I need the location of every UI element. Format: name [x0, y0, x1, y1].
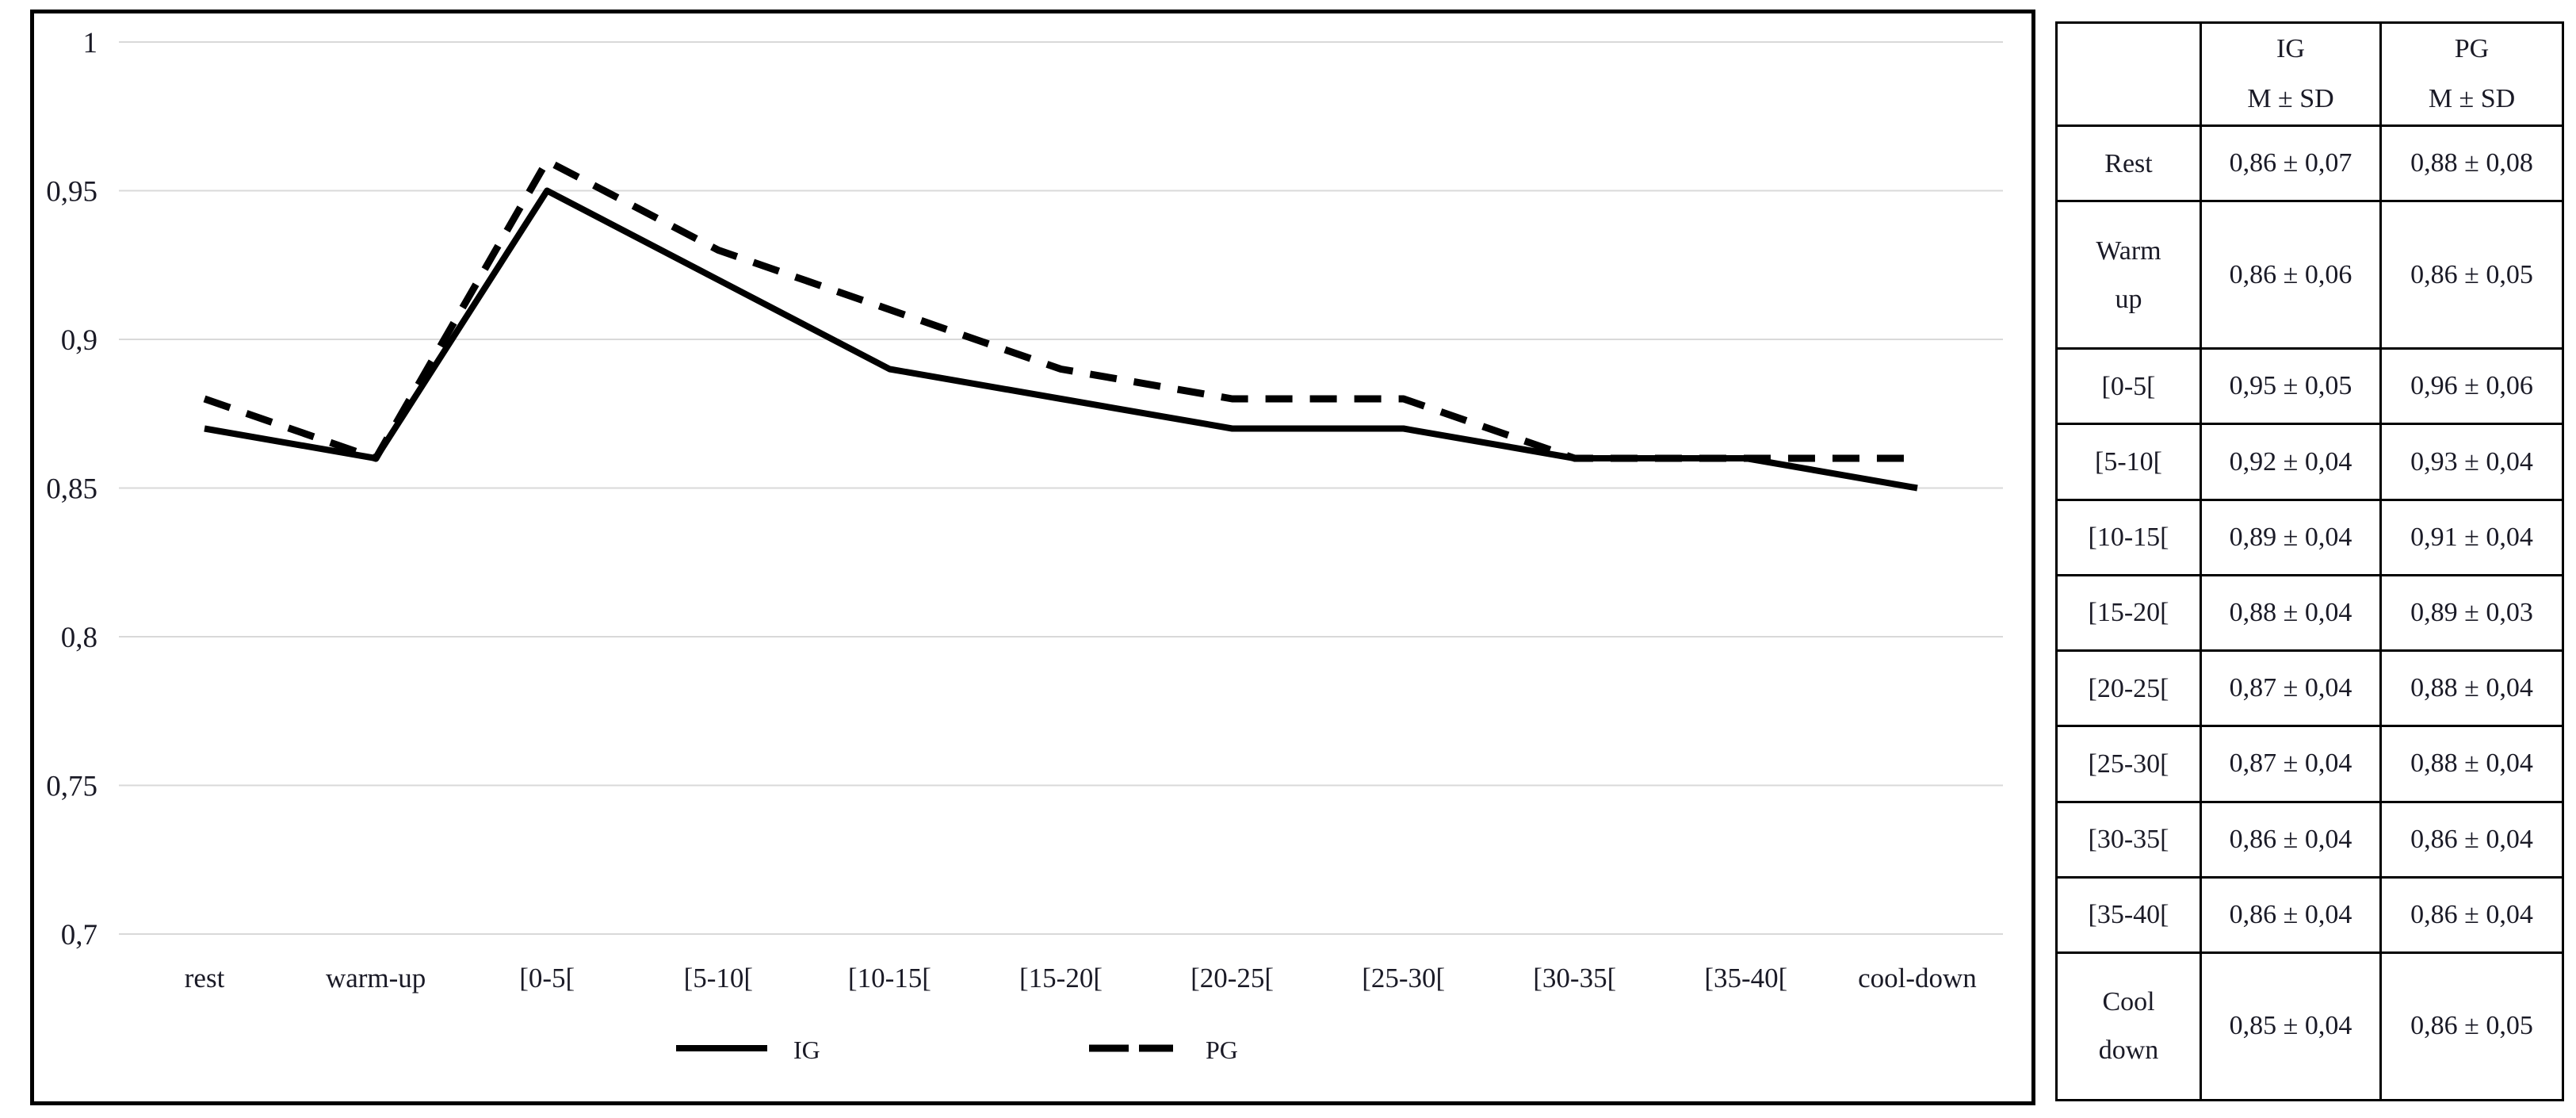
pg-value: 0,93 ± 0,04 — [2379, 423, 2564, 501]
table-row: [20-25[0,87 ± 0,04 0,88 ± 0,04 — [2055, 649, 2564, 728]
ig-value: 0,86 ± 0,04 — [2200, 800, 2382, 879]
pg-value: 0,88 ± 0,04 — [2379, 649, 2564, 728]
pg-value: 0,88 ± 0,04 — [2379, 725, 2564, 803]
row-label: [20-25[ — [2055, 649, 2202, 728]
x-tick-label: [5-10[ — [684, 963, 753, 994]
ig-value: 0,86 ± 0,06 — [2200, 200, 2382, 350]
ig-value: 0,95 ± 0,05 — [2200, 347, 2382, 426]
table-row: [35-40[0,86 ± 0,04 0,86 ± 0,04 — [2055, 875, 2564, 954]
ig-header-stat: M ± SD — [2247, 83, 2334, 113]
ig-value: 0,89 ± 0,04 — [2200, 498, 2382, 576]
results-table-panel: IG M ± SD PG M ± SD Rest 0,86 ± 0,07 0,88 … — [2055, 21, 2564, 1102]
table-row: [10-15[0,89 ± 0,04 0,91 ± 0,04 — [2055, 498, 2564, 576]
ig-value: 0,85 ± 0,04 — [2200, 951, 2382, 1102]
x-tick-label: [30-35[ — [1533, 963, 1616, 994]
x-tick-label: warm-up — [326, 963, 426, 994]
pg-header-group: PG — [2454, 33, 2490, 63]
row-label: [10-15[ — [2055, 498, 2202, 576]
ig-value: 0,92 ± 0,04 — [2200, 423, 2382, 501]
pg-value: 0,88 ± 0,08 — [2379, 124, 2564, 203]
ig-value: 0,86 ± 0,07 — [2200, 124, 2382, 203]
ig-header-group: IG — [2276, 33, 2305, 63]
x-tick-label: [35-40[ — [1704, 963, 1787, 994]
y-tick-label: 0,95 — [46, 176, 97, 209]
ig-value: 0,88 ± 0,04 — [2200, 573, 2382, 653]
y-tick-label: 1 — [83, 27, 98, 59]
pg-value: 0,96 ± 0,06 — [2379, 347, 2564, 426]
table-header-row: IG M ± SD PG M ± SD — [2055, 21, 2564, 127]
series-line-PG — [203, 157, 1917, 462]
pg-value: 0,86 ± 0,05 — [2379, 200, 2564, 350]
ig-value: 0,87 ± 0,04 — [2200, 725, 2382, 803]
pg-value: 0,91 ± 0,04 — [2379, 498, 2564, 576]
y-tick-label: 0,9 — [61, 324, 97, 357]
x-tick-label: [0-5[ — [519, 963, 575, 994]
table-row: [30-35[0,86 ± 0,04 0,86 ± 0,04 — [2055, 800, 2564, 879]
y-tick-label: 0,8 — [61, 622, 97, 654]
y-tick-label: 0,75 — [46, 771, 97, 803]
table-row: [0-5[0,95 ± 0,05 0,96 ± 0,06 — [2055, 347, 2564, 426]
table-body: Rest 0,86 ± 0,07 0,88 ± 0,08 Warm up 0,86 ± … — [2055, 124, 2564, 1102]
pg-column-header: PG M ± SD — [2379, 21, 2564, 127]
ig-value: 0,86 ± 0,04 — [2200, 875, 2382, 954]
pg-value: 0,86 ± 0,04 — [2379, 800, 2564, 879]
row-label: [30-35[ — [2055, 800, 2202, 879]
table-row: [5-10[0,92 ± 0,04 0,93 ± 0,04 — [2055, 423, 2564, 501]
x-tick-label: rest — [185, 963, 225, 994]
ig-value: 0,87 ± 0,04 — [2200, 649, 2382, 728]
x-tick-label: cool-down — [1858, 963, 1977, 994]
row-label: Warm up — [2055, 200, 2202, 350]
corner-header-cell — [2055, 21, 2202, 127]
results-table: IG M ± SD PG M ± SD Rest 0,86 ± 0,07 0,88 … — [2055, 21, 2564, 1102]
row-label: [35-40[ — [2055, 875, 2202, 954]
table-row: Cool down 0,85 ± 0,04 0,86 ± 0,05 — [2055, 951, 2564, 1102]
line-chart-panel: 1 0,95 0,9 0,85 0,8 0,75 0,7 rest warm-up [0-5[ [5… — [30, 10, 2035, 1105]
x-tick-label: [10-15[ — [848, 963, 931, 994]
x-tick-label: [15-20[ — [1019, 963, 1103, 994]
row-label: [0-5[ — [2055, 347, 2202, 426]
pg-value: 0,86 ± 0,05 — [2379, 951, 2564, 1102]
legend-label-PG: PG — [1206, 1036, 1238, 1064]
pg-value: 0,89 ± 0,03 — [2379, 573, 2564, 653]
legend-label-IG: IG — [793, 1036, 820, 1064]
y-tick-label: 0,7 — [61, 919, 97, 951]
table-row: Rest 0,86 ± 0,07 0,88 ± 0,08 — [2055, 124, 2564, 203]
row-label: [15-20[ — [2055, 573, 2202, 653]
table-row: [15-20[0,88 ± 0,04 0,89 ± 0,03 — [2055, 573, 2564, 653]
row-label: Rest — [2055, 124, 2202, 203]
row-label: [25-30[ — [2055, 725, 2202, 803]
ig-column-header: IG M ± SD — [2200, 21, 2382, 127]
row-label: Cool down — [2055, 951, 2202, 1102]
x-tick-label: [20-25[ — [1191, 963, 1274, 994]
table-row: [25-30[0,87 ± 0,04 0,88 ± 0,04 — [2055, 725, 2564, 803]
table-row: Warm up 0,86 ± 0,06 0,86 ± 0,05 — [2055, 200, 2564, 350]
line-chart: 1 0,95 0,9 0,85 0,8 0,75 0,7 rest warm-up [0-5[ [5… — [46, 27, 2003, 1064]
pg-header-stat: M ± SD — [2428, 83, 2516, 113]
row-label: [5-10[ — [2055, 423, 2202, 501]
pg-value: 0,86 ± 0,04 — [2379, 875, 2564, 954]
y-tick-label: 0,85 — [46, 473, 97, 506]
x-tick-label: [25-30[ — [1362, 963, 1445, 994]
